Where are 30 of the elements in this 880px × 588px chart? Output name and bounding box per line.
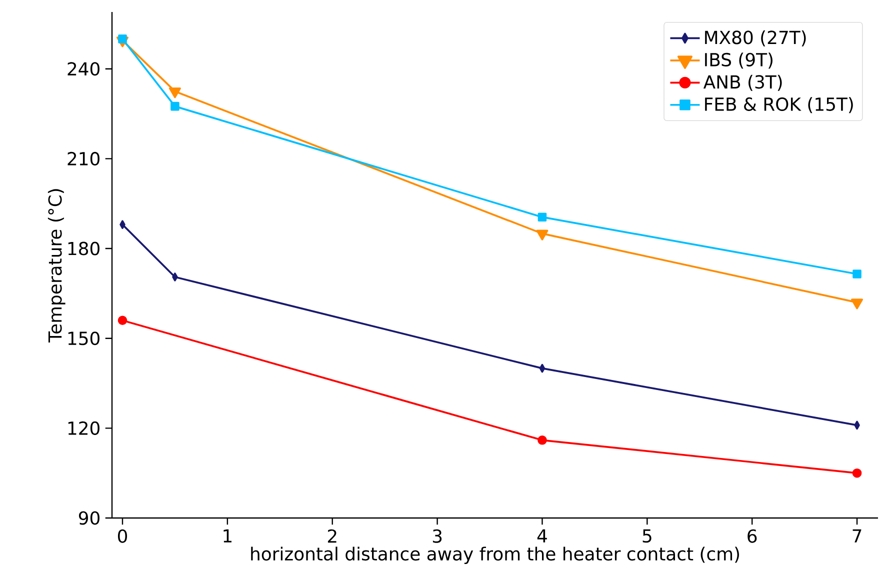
point [852,468,862,478]
y-tick-label: 180 [68,242,100,256]
point [852,270,862,278]
x-tick-label: 0 [118,529,128,543]
point [168,87,181,98]
point [538,212,547,222]
point [536,230,548,240]
y-axis-title: Temperature (°C) [48,189,66,342]
x-tick-label: 7 [852,529,862,542]
y-tick-label: 90 [78,511,100,525]
x-tick-label: 5 [642,529,652,543]
point [118,316,128,326]
x-tick-label: 6 [748,529,757,543]
y-tick-label: 210 [68,152,100,166]
point [118,34,127,44]
legend-label: MX80 (27T) [705,30,806,46]
y-tick-label: 240 [68,62,100,76]
legend-label: FEB & ROK (15T) [705,97,853,114]
x-tick-label: 1 [224,529,232,542]
y-tick-label: 150 [68,332,100,346]
x-axis-title: horizontal distance away from the heater contact (cm) [251,546,740,564]
point [851,298,864,310]
x-tick-label: 2 [328,529,336,543]
x-tick-label: 3 [432,529,442,543]
y-tick-label: 120 [68,421,100,435]
x-tick-label: 4 [537,529,547,542]
point [170,102,180,111]
point [538,436,547,445]
legend-label: IBS (9T) [705,52,772,69]
legend-label: ANB (3T) [703,74,782,91]
